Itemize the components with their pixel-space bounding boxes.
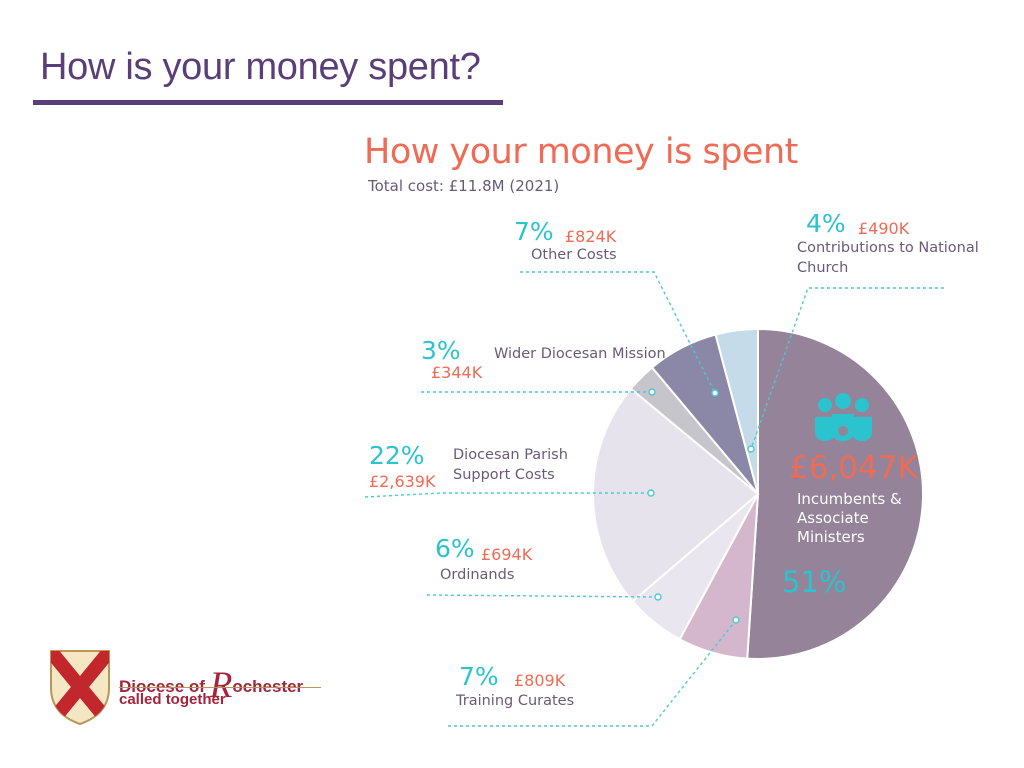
ordinands-amount: £694K [481,545,533,564]
curates-amount: £809K [514,671,566,690]
leader-dot-mission [648,388,656,396]
parish-percent: 22% [369,441,425,470]
parish-label-line1: Diocesan Parish [453,447,568,463]
chart-title: How your money is spent [364,132,798,172]
pie-slice-diocesan-parish-support-costs [592,387,760,603]
curates-label: Training Curates [456,693,575,709]
logo-prefix: Diocese of [119,677,210,696]
logo-wordmark: Diocese of Rochester [119,659,304,706]
people-icon [815,393,872,441]
leader-line-curates [448,619,737,727]
curates-percent: 7% [459,662,499,691]
leader-line-parish [364,492,651,498]
leader-dot-ordinands [654,593,662,601]
chart-subtitle: Total cost: £11.8M (2021) [368,177,560,195]
leader-dot-parish [647,489,655,497]
pie-slice-contributions-to-national-church [714,327,759,495]
incumbents-percent: 51% [782,565,847,599]
national-percent: 4% [806,209,846,238]
mission-percent: 3% [421,336,461,365]
ordinands-label: Ordinands [440,567,515,583]
other-label: Other Costs [531,247,617,263]
slide-title: How is your money spent? [40,46,481,88]
incumbents-label-line3: Ministers [797,528,865,546]
national-label-line2: Church [797,260,849,276]
incumbents-label-line2: Associate [797,509,869,527]
national-label-line1: Contributions to National [797,240,979,256]
parish-amount: £2,639K [369,472,436,491]
mission-label: Wider Diocesan Mission [494,346,666,362]
logo-initial: R [209,665,233,706]
leader-line-ordinands [426,594,659,598]
title-underline [33,100,503,105]
leader-dot-curates [732,616,740,624]
parish-label-line2: Support Costs [453,467,555,483]
other-percent: 7% [514,217,554,246]
incumbents-label-line1: Incumbents & [797,490,902,508]
logo-divider [119,687,321,688]
logo-rest: ochester [232,677,304,696]
diocese-shield-logo [50,650,110,726]
leader-dot-national [747,445,755,453]
logo-tagline: called together [119,691,226,708]
ordinands-percent: 6% [435,534,475,563]
leader-line-other [520,271,716,394]
national-amount: £490K [858,219,910,238]
other-amount: £824K [565,227,617,246]
mission-amount: £344K [431,363,483,382]
leader-dot-other [711,389,719,397]
pie-slice-incumbents-associate-ministers [746,327,924,660]
incumbents-amount: £6,047K [789,450,918,486]
